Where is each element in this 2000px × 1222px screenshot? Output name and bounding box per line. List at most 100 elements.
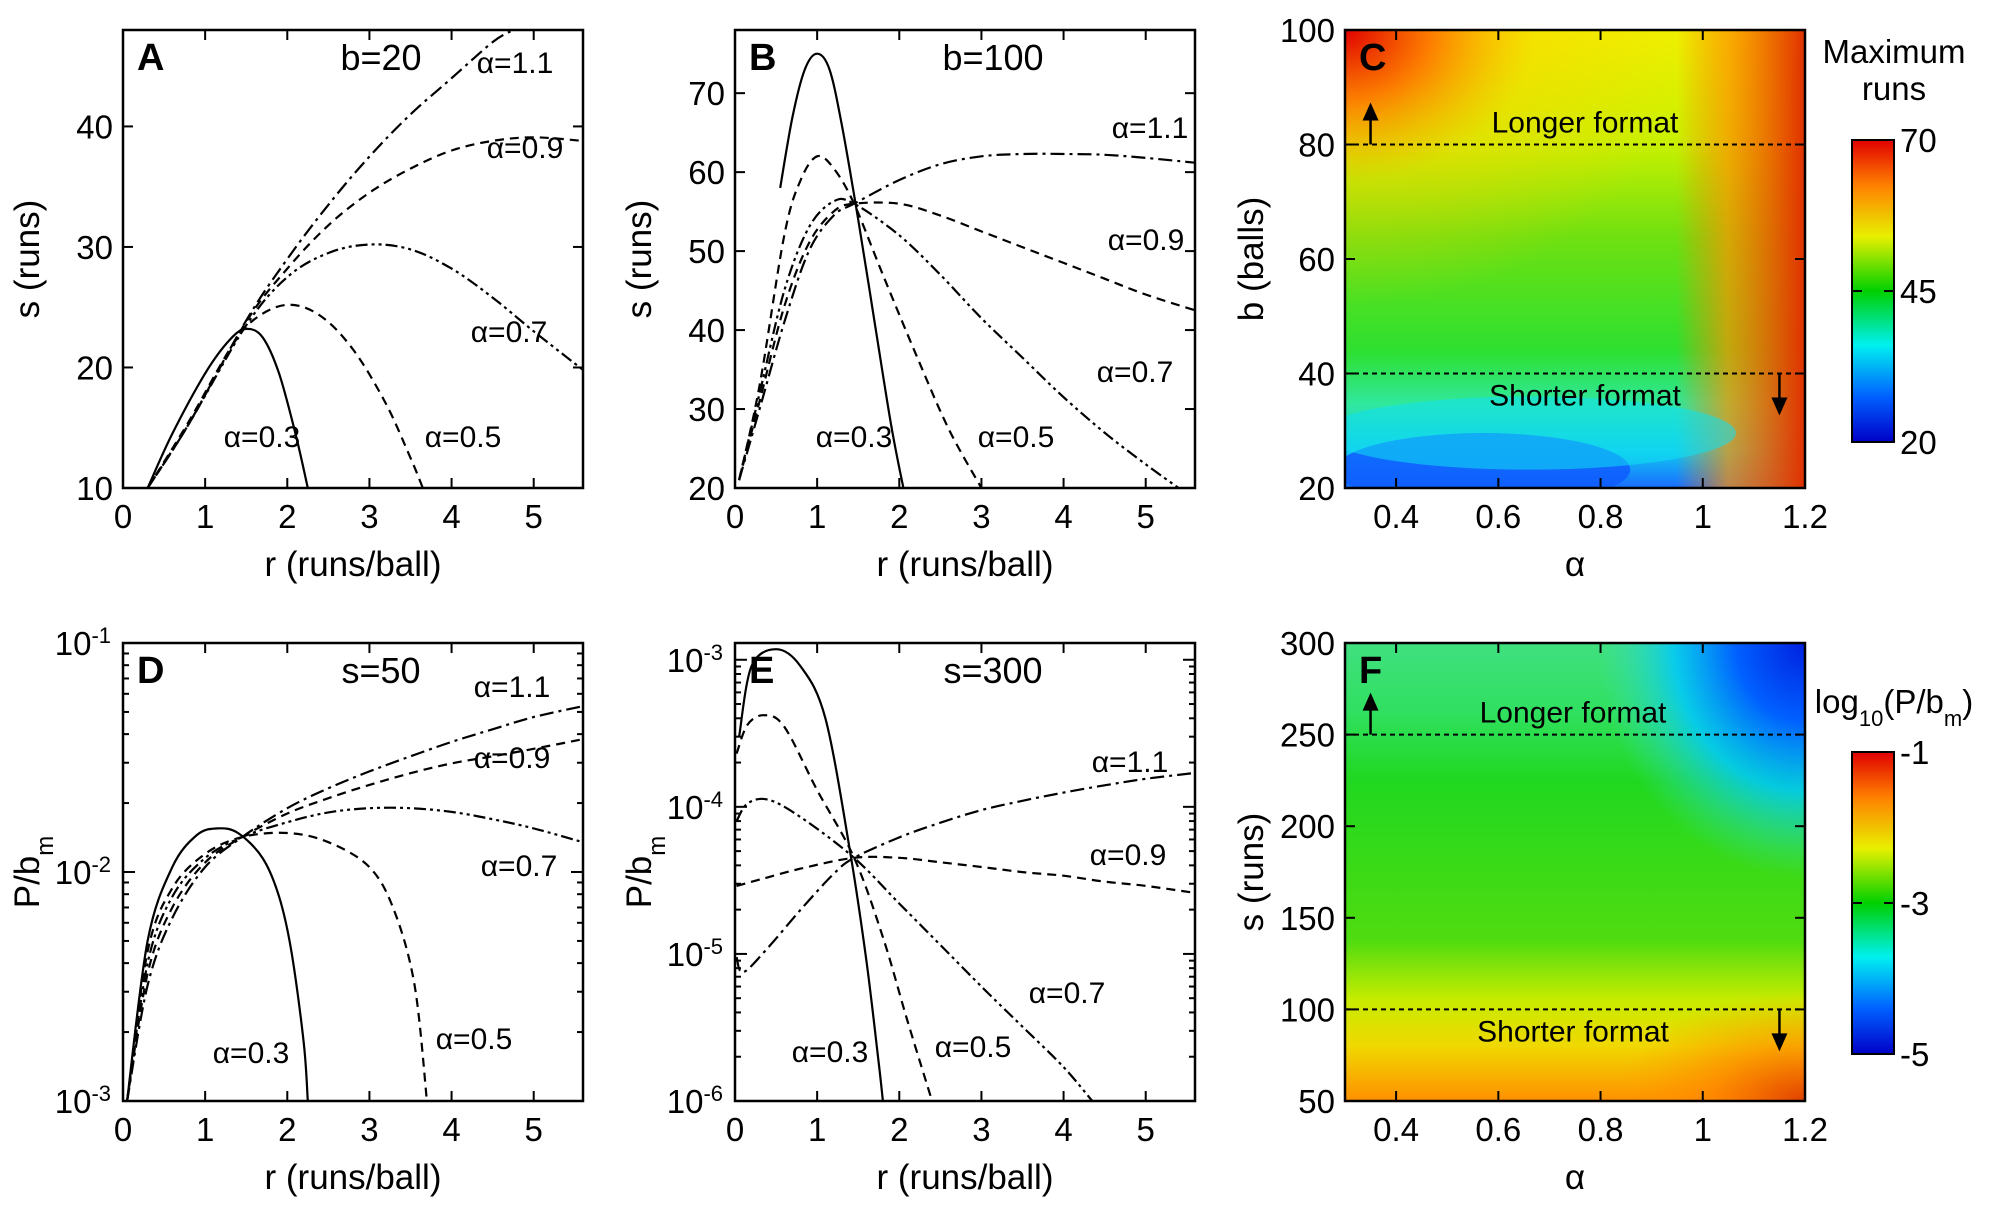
- colorbar-tick-label: -3: [1900, 885, 1929, 922]
- y-tick-label: 150: [1280, 900, 1335, 937]
- x-axis-label: α: [1565, 1158, 1585, 1197]
- series-line-alpha-0.5: [738, 154, 983, 488]
- x-tick-label: 3: [360, 1111, 378, 1148]
- series-label: α=0.3: [792, 1036, 869, 1069]
- curves: [146, 30, 583, 488]
- series-label: α=0.7: [471, 316, 548, 349]
- colorbar-tick-label: 45: [1900, 273, 1937, 310]
- x-tick-label: 3: [360, 498, 378, 535]
- y-tick-label: 10-1: [55, 623, 111, 663]
- x-tick-label: 5: [1137, 1111, 1155, 1148]
- y-tick-label: 30: [688, 391, 725, 428]
- heatmap-top-left-region: [1345, 30, 1690, 305]
- panel-E: α=0.3 α=0.5 α=0.7 α=0.9 α=1.1 0 1 2 3 4 5 10-6 10-5 1…: [620, 639, 1197, 1197]
- series-label: α=1.1: [1092, 746, 1169, 779]
- panel-letter: F: [1359, 650, 1382, 692]
- y-tick-label: 10-4: [667, 786, 723, 826]
- series-line-alpha-1.1: [735, 771, 1195, 974]
- x-tick-label: 4: [1054, 1111, 1072, 1148]
- x-tick-label: 1: [196, 498, 214, 535]
- colorbar-tick-label: 20: [1900, 424, 1937, 461]
- x-tick-label: 0.8: [1578, 498, 1624, 535]
- x-tick-label: 3: [972, 1111, 990, 1148]
- y-tick-label: 60: [688, 154, 725, 191]
- series-line-alpha-0.9: [126, 738, 583, 1101]
- series-label: α=0.7: [1029, 977, 1106, 1010]
- series-label: α=0.9: [1108, 224, 1185, 257]
- x-tick-label: 0: [726, 1111, 744, 1148]
- panel-title: s=300: [943, 650, 1042, 691]
- series-label: α=1.1: [477, 47, 554, 80]
- x-tick-label: 2: [278, 1111, 296, 1148]
- colorbar-tick-label: -1: [1900, 734, 1929, 771]
- x-tick-label: 1: [808, 498, 826, 535]
- series-label: α=0.3: [224, 421, 301, 454]
- x-axis-label: r (runs/ball): [877, 1158, 1054, 1197]
- panel-B: α=0.3 α=0.5 α=0.7 α=0.9 α=1.1 0 1 2 3 4 5 20 30 40 50 6…: [620, 28, 1197, 584]
- series-label: α=0.7: [1097, 356, 1174, 389]
- y-axis-label: s (runs): [620, 200, 659, 319]
- x-tick-label: 1: [808, 1111, 826, 1148]
- panel-letter: B: [749, 37, 776, 79]
- curves: [126, 705, 583, 1101]
- series-label: α=0.5: [978, 421, 1055, 454]
- y-tick-label: 250: [1280, 717, 1335, 754]
- y-tick-label: 20: [688, 470, 725, 507]
- y-tick-label: 60: [1298, 241, 1335, 278]
- series-label: α=0.5: [436, 1023, 513, 1056]
- series-line-alpha-1.1: [146, 30, 514, 488]
- panel-F: Longer format Shorter format 0.4 0.6 0.8 1 1.2…: [1232, 625, 1973, 1197]
- y-tick-label: 10-2: [55, 852, 111, 892]
- y-tick-label: 80: [1298, 127, 1335, 164]
- series-line-alpha-0.3: [146, 327, 309, 488]
- x-tick-label: 1: [196, 1111, 214, 1148]
- panel-letter: E: [749, 650, 774, 692]
- colorbar-tick-label: -5: [1900, 1036, 1929, 1073]
- curves: [738, 52, 1195, 488]
- y-tick-label: 50: [688, 233, 725, 270]
- x-tick-label: 0.6: [1475, 498, 1521, 535]
- y-tick-label: 100: [1280, 12, 1335, 49]
- y-axis-label: s (runs): [1232, 813, 1271, 932]
- series-line-alpha-1.1: [738, 152, 1195, 481]
- series-label: α=1.1: [474, 671, 551, 704]
- x-tick-label: 0.6: [1475, 1111, 1521, 1148]
- y-tick-label: 20: [76, 349, 113, 386]
- colorbar-title: runs: [1862, 70, 1926, 107]
- series-label: α=0.7: [481, 850, 558, 883]
- threshold-label: Shorter format: [1477, 1015, 1669, 1048]
- panel-letter: D: [137, 650, 164, 692]
- x-tick-label: 2: [890, 1111, 908, 1148]
- series-line-alpha-1.1: [126, 705, 583, 1101]
- panel-C: Longer format Shorter format 0.4 0.6 0.8 1 1.2…: [1232, 12, 1966, 584]
- panel-D: α=0.3 α=0.5 α=0.7 α=0.9 α=1.1 0 1 2 3 4 5 10-3 10-2 1…: [8, 623, 585, 1197]
- threshold-label: Shorter format: [1489, 380, 1681, 413]
- heatmap-right-region: [1676, 30, 1805, 488]
- x-tick-label: 0.4: [1373, 498, 1419, 535]
- x-tick-label: 0.4: [1373, 1111, 1419, 1148]
- x-axis-label: α: [1565, 545, 1585, 584]
- x-tick-label: 5: [525, 1111, 543, 1148]
- threshold-label: Longer format: [1492, 107, 1679, 140]
- y-tick-label: 70: [688, 75, 725, 112]
- series-line-alpha-0.5: [735, 714, 934, 1101]
- plot-frame: [733, 641, 1197, 1103]
- x-tick-label: 1.2: [1782, 498, 1828, 535]
- x-tick-label: 4: [442, 498, 460, 535]
- x-axis-label: r (runs/ball): [877, 545, 1054, 584]
- panel-title: s=50: [341, 650, 420, 691]
- threshold-arrow-head: [1362, 102, 1379, 121]
- heatmap-cyan-band: [1345, 396, 1736, 470]
- x-tick-label: 1: [1694, 498, 1712, 535]
- y-tick-label: 10: [76, 470, 113, 507]
- x-tick-label: 0: [114, 498, 132, 535]
- panel-A: α=0.3 α=0.5 α=0.7 α=0.9 α=1.1 0 1 2 3 4 5 10 20 30 40 A…: [8, 28, 585, 584]
- panel-letter: A: [137, 37, 164, 79]
- x-tick-label: 1: [1694, 1111, 1712, 1148]
- y-tick-label: 40: [76, 108, 113, 145]
- threshold-arrow-head: [1771, 397, 1788, 416]
- plot-frame: [733, 28, 1197, 490]
- x-tick-label: 1.2: [1782, 1111, 1828, 1148]
- y-tick-label: 40: [688, 312, 725, 349]
- y-tick-label: 10-3: [55, 1081, 111, 1121]
